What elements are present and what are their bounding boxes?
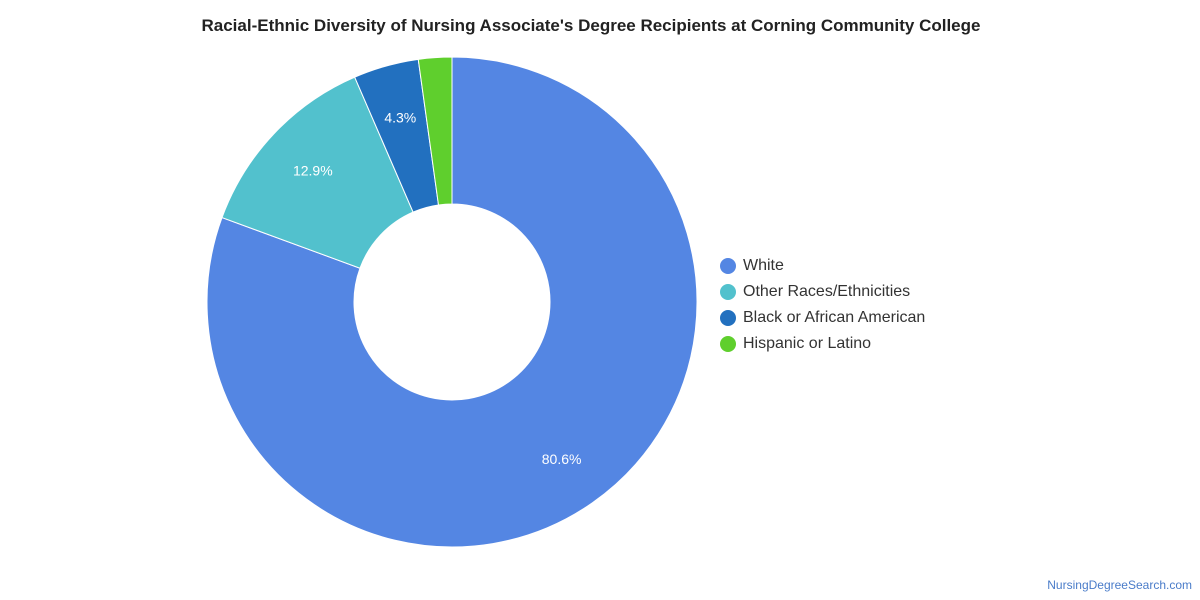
slice-label-black: 4.3% (384, 110, 416, 126)
legend-swatch-other-races (720, 284, 736, 300)
legend-swatch-hispanic (720, 336, 736, 352)
donut-slice-other-races[interactable] (221, 76, 414, 269)
legend-swatch-black (720, 310, 736, 326)
donut-slice-white[interactable] (206, 56, 698, 548)
donut-slice-hispanic[interactable] (417, 56, 453, 206)
source-credit-link[interactable]: NursingDegreeSearch.com (1047, 578, 1192, 592)
legend-item-other-races[interactable]: Other Races/Ethnicities (720, 279, 925, 305)
legend-label-other-races: Other Races/Ethnicities (743, 283, 911, 300)
chart-title: Racial-Ethnic Diversity of Nursing Assoc… (201, 16, 981, 35)
legend-label-black: Black or African American (743, 309, 926, 326)
slice-label-white: 80.6% (542, 451, 582, 467)
legend-swatch-white (720, 258, 736, 274)
legend-item-hispanic[interactable]: Hispanic or Latino (720, 331, 925, 357)
legend-item-black[interactable]: Black or African American (720, 305, 925, 331)
legend-label-white: White (743, 257, 784, 274)
legend-label-hispanic: Hispanic or Latino (743, 335, 872, 352)
legend-item-white[interactable]: White (720, 253, 925, 279)
chart-legend: White Other Races/Ethnicities Black or A… (720, 253, 925, 357)
slice-label-other-races: 12.9% (293, 162, 333, 178)
